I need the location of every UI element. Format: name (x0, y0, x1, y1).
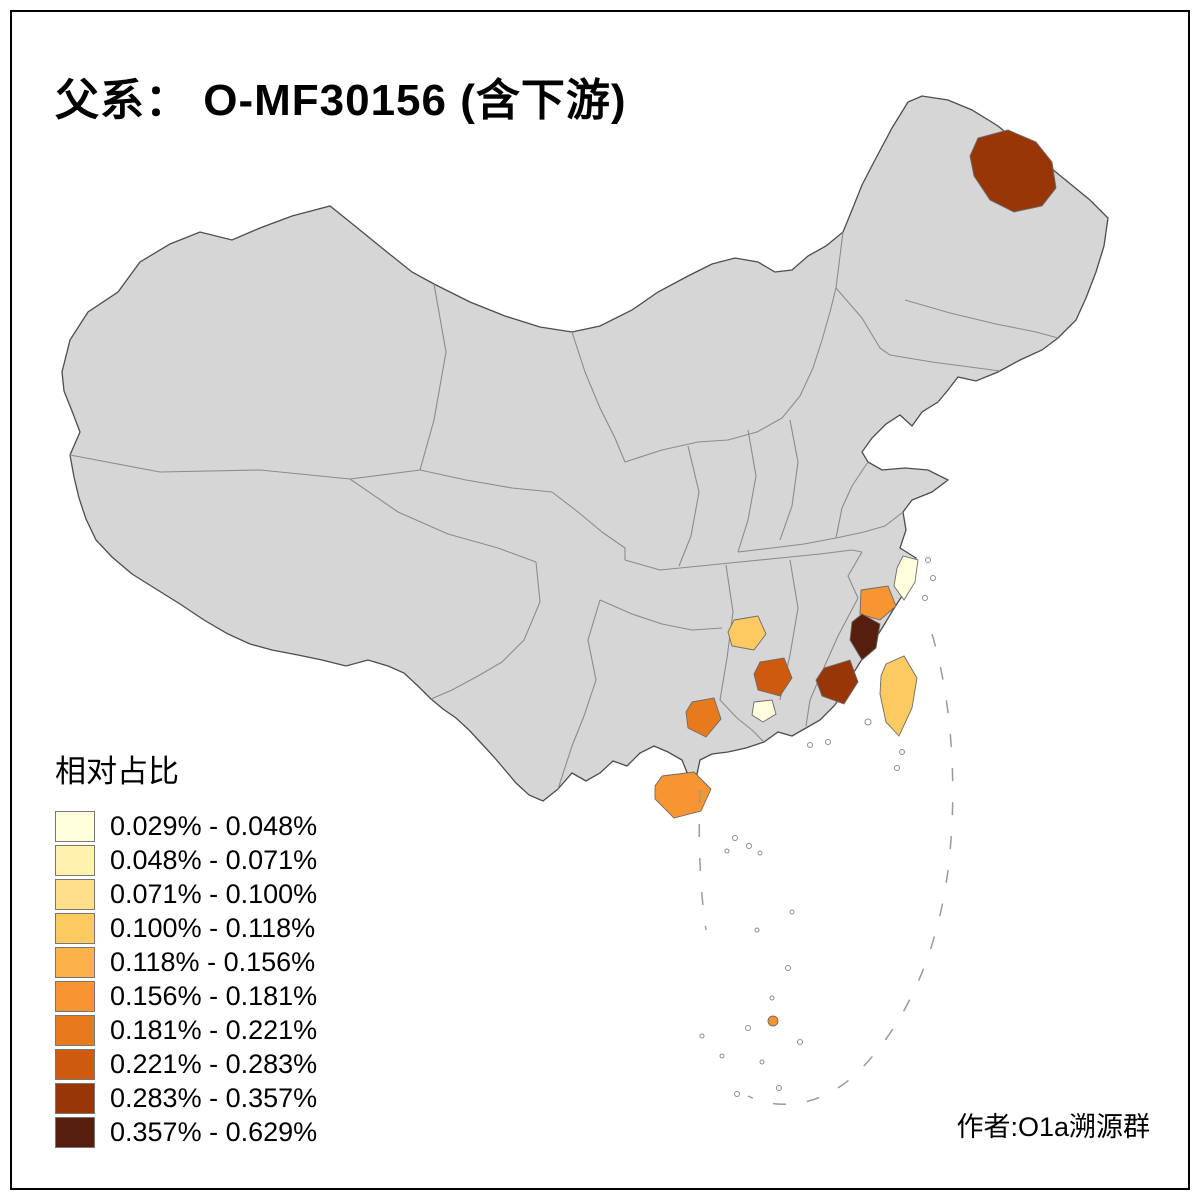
legend-swatch (55, 946, 95, 978)
map-region-central-guangdong (751, 699, 777, 723)
legend-item: 0.118% - 0.156% (55, 945, 317, 979)
map-region-zhejiang-coast (893, 555, 919, 601)
province-borders (69, 231, 1059, 790)
china-outline (61, 95, 1109, 802)
map-region-south-china-sea-islet (767, 1015, 779, 1027)
map-region-central-hunan (727, 615, 767, 651)
legend-swatch (55, 980, 95, 1012)
legend-item: 0.221% - 0.283% (55, 1047, 317, 1081)
legend-label: 0.283% - 0.357% (110, 1082, 318, 1113)
legend-item: 0.071% - 0.100% (55, 877, 317, 911)
map-region-northeast-heilongjiang (969, 129, 1057, 213)
legend-item: 0.357% - 0.629% (55, 1115, 317, 1149)
islets (699, 557, 936, 1097)
legend-label: 0.029% - 0.048% (110, 810, 318, 841)
map-region-northwest-fujian (859, 585, 897, 621)
legend-title: 相对占比 (55, 754, 179, 789)
legend-swatch (55, 1048, 95, 1080)
map-region-south-guangxi (685, 697, 722, 738)
legend: 相对占比 0.029% - 0.048% 0.048% - 0.071% 0.0… (55, 746, 317, 1149)
attribution-text: 作者:O1a溯源群 (956, 1112, 1150, 1142)
legend-swatch (55, 1014, 95, 1046)
legend-label: 0.118% - 0.156% (110, 946, 316, 977)
map-region-hainan (654, 771, 712, 819)
legend-item: 0.156% - 0.181% (55, 979, 317, 1013)
nine-dash-line (698, 633, 954, 1106)
legend-item: 0.283% - 0.357% (55, 1081, 317, 1115)
legend-label: 0.100% - 0.118% (110, 912, 316, 943)
map-region-southern-fujian-coast (815, 659, 859, 705)
legend-item: 0.029% - 0.048% (55, 809, 317, 843)
legend-item: 0.048% - 0.071% (55, 843, 317, 877)
page-title: 父系： O-MF30156 (含下游) (55, 76, 627, 125)
legend-label: 0.071% - 0.100% (110, 878, 318, 909)
legend-swatch (55, 1082, 95, 1114)
legend-swatch (55, 844, 95, 876)
legend-label: 0.048% - 0.071% (110, 844, 318, 875)
legend-swatch (55, 878, 95, 910)
map-region-east-guangxi (753, 657, 793, 697)
map-region-taiwan (879, 655, 918, 737)
legend-label: 0.221% - 0.283% (110, 1048, 318, 1079)
map-region-central-fujian-coast (849, 613, 881, 661)
legend-label: 0.156% - 0.181% (110, 980, 318, 1011)
legend-label: 0.357% - 0.629% (110, 1116, 318, 1147)
legend-swatch (55, 810, 95, 842)
legend-label: 0.181% - 0.221% (110, 1014, 318, 1045)
legend-item: 0.100% - 0.118% (55, 911, 317, 945)
legend-swatch (55, 1116, 95, 1148)
choropleth-regions (654, 129, 1057, 1027)
legend-item: 0.181% - 0.221% (55, 1013, 317, 1047)
legend-swatch (55, 912, 95, 944)
